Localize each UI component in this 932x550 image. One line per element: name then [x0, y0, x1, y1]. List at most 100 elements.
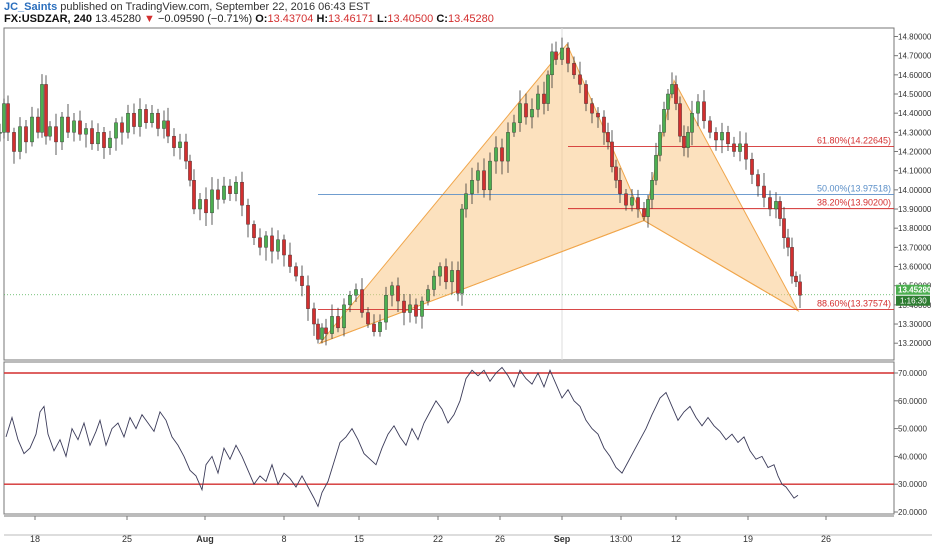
candle-body — [234, 181, 238, 194]
last-price: 13.45280 — [95, 13, 141, 25]
candle-body — [72, 120, 76, 133]
candle-body — [114, 122, 118, 139]
candle-body — [542, 93, 546, 104]
candle-body — [790, 247, 794, 277]
candle-body — [476, 170, 480, 181]
candle-body — [90, 128, 94, 145]
time-tick-label: 15 — [354, 534, 364, 544]
candle-body — [630, 197, 634, 206]
change-down-icon: ▼ — [144, 13, 155, 25]
price-tick-label: 14.70000 — [898, 52, 932, 61]
high-label: H: — [316, 13, 329, 25]
candle-body — [408, 304, 412, 313]
close-label: C: — [436, 13, 448, 25]
price-tick-label: 13.30000 — [898, 320, 932, 329]
fibonacci-levels[interactable]: 61.80%(14.22645) 50.00%(13.97518) 38.20%(1… — [318, 135, 894, 310]
candle-body — [222, 185, 226, 200]
candle-body — [108, 137, 112, 148]
time-tick-label: 8 — [281, 534, 286, 544]
candle-body — [646, 199, 650, 217]
candle-body — [500, 147, 504, 162]
candle-body — [670, 84, 674, 95]
candle-body — [682, 135, 686, 148]
candle-body — [210, 189, 214, 214]
candle-body — [426, 289, 430, 302]
price-change: −0.09590 (−0.71%) — [158, 13, 253, 25]
price-axis[interactable]: 14.80000 14.70000 14.60000 14.50000 14.40000… — [894, 33, 932, 518]
quote-line: FX:USDZAR, 240 13.45280 ▼ −0.09590 (−0.7… — [4, 13, 494, 25]
candle-body — [464, 193, 468, 210]
published-text: published on TradingView.com, September … — [60, 1, 371, 13]
candle-body — [494, 147, 498, 162]
price-tick-label: 14.80000 — [898, 33, 932, 42]
candle-body — [560, 47, 564, 60]
candle-body — [714, 132, 718, 141]
candle-body — [102, 132, 106, 148]
candle-body — [324, 327, 328, 334]
close-value: 13.45280 — [447, 13, 494, 25]
rsi-tick-label: 60.0000 — [898, 397, 927, 406]
candle-body — [126, 112, 130, 133]
candle-body — [606, 132, 610, 143]
candle-body — [530, 109, 534, 118]
candle-body — [614, 166, 618, 181]
symbol-label[interactable]: FX:USDZAR, 240 — [4, 13, 93, 25]
candle-body — [590, 103, 594, 114]
candle-body — [572, 63, 576, 76]
candle-body — [36, 116, 40, 133]
candle-body — [354, 289, 358, 296]
open-value: 13.43704 — [267, 13, 314, 25]
price-tick-label: 13.80000 — [898, 224, 932, 233]
candle-body — [566, 47, 570, 64]
candle-body — [460, 208, 464, 294]
price-tick-label: 14.50000 — [898, 90, 932, 99]
candle-body — [216, 189, 220, 200]
candle-body — [768, 197, 772, 210]
candle-body — [518, 103, 522, 123]
candle-body — [372, 323, 376, 332]
candle-body — [744, 143, 748, 160]
candle-body — [456, 270, 460, 294]
candle-body — [172, 135, 176, 148]
price-tick-label: 13.20000 — [898, 339, 932, 348]
time-tick-label: Sep — [554, 534, 571, 544]
time-axis[interactable]: 18 25 Aug 8 15 22 26 Sep 13:00 12 19 26 — [30, 516, 831, 544]
candle-body — [778, 201, 782, 219]
fib-level-label: 88.60%(13.37574) — [817, 299, 891, 309]
candle-body — [198, 199, 202, 210]
price-tick-label: 13.60000 — [898, 263, 932, 272]
price-tick-label: 13.70000 — [898, 243, 932, 252]
price-tick-label: 14.00000 — [898, 186, 932, 195]
candle-body — [2, 103, 6, 133]
candle-body — [798, 281, 802, 296]
candle-body — [674, 84, 678, 104]
price-tick-label: 13.90000 — [898, 205, 932, 214]
candle-body — [686, 132, 690, 148]
price-tick-label: 14.20000 — [898, 148, 932, 157]
candle-body — [240, 181, 244, 206]
candle-timer-text: 1:16:30 — [900, 297, 927, 306]
candle-body — [696, 101, 700, 114]
candle-body — [658, 132, 662, 156]
candle-body — [300, 275, 304, 286]
candle-body — [420, 300, 424, 317]
time-tick-label: Aug — [196, 534, 214, 544]
candle-body — [156, 112, 160, 129]
candle-body — [662, 109, 666, 133]
fib-level-label: 38.20%(13.90200) — [817, 198, 891, 208]
open-label: O: — [255, 13, 268, 25]
candle-body — [450, 270, 454, 283]
time-tick-label: 22 — [433, 534, 443, 544]
author-link[interactable]: JC_Saints — [4, 1, 58, 13]
time-tick-label: 13:00 — [610, 534, 633, 544]
high-value: 13.46171 — [328, 13, 374, 25]
candle-body — [618, 180, 622, 194]
candle-body — [470, 180, 474, 194]
candle-body — [132, 112, 136, 127]
price-tick-label: 14.10000 — [898, 167, 932, 176]
candle-body — [650, 180, 654, 200]
candle-body — [294, 266, 298, 277]
price-tick-label: 14.30000 — [898, 128, 932, 137]
candle-body — [738, 143, 742, 152]
